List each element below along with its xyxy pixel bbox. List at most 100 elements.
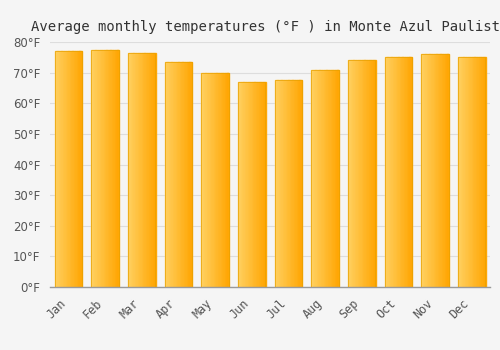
- Bar: [421, 54, 448, 287]
- Bar: [316, 70, 317, 287]
- Bar: [172, 62, 173, 287]
- Bar: [311, 70, 339, 287]
- Bar: [328, 70, 330, 287]
- Bar: [482, 57, 483, 287]
- Bar: [402, 57, 404, 287]
- Bar: [130, 53, 131, 287]
- Bar: [132, 53, 134, 287]
- Bar: [214, 73, 215, 287]
- Bar: [96, 50, 97, 287]
- Bar: [104, 50, 105, 287]
- Bar: [446, 54, 448, 287]
- Bar: [368, 60, 370, 287]
- Bar: [180, 62, 182, 287]
- Bar: [278, 80, 279, 287]
- Bar: [238, 82, 266, 287]
- Bar: [130, 53, 132, 287]
- Bar: [363, 60, 364, 287]
- Bar: [67, 51, 68, 287]
- Bar: [364, 60, 366, 287]
- Bar: [116, 50, 117, 287]
- Bar: [190, 62, 191, 287]
- Bar: [228, 73, 229, 287]
- Bar: [428, 54, 430, 287]
- Title: Average monthly temperatures (°F ) in Monte Azul Paulista: Average monthly temperatures (°F ) in Mo…: [32, 20, 500, 34]
- Bar: [288, 80, 290, 287]
- Bar: [276, 80, 278, 287]
- Bar: [477, 57, 478, 287]
- Bar: [181, 62, 182, 287]
- Bar: [97, 50, 98, 287]
- Bar: [135, 53, 136, 287]
- Bar: [144, 53, 146, 287]
- Bar: [280, 80, 281, 287]
- Bar: [215, 73, 216, 287]
- Bar: [442, 54, 444, 287]
- Bar: [334, 70, 336, 287]
- Bar: [458, 57, 460, 287]
- Bar: [182, 62, 184, 287]
- Bar: [478, 57, 480, 287]
- Bar: [333, 70, 335, 287]
- Bar: [398, 57, 400, 287]
- Bar: [300, 80, 301, 287]
- Bar: [466, 57, 468, 287]
- Bar: [431, 54, 432, 287]
- Bar: [168, 62, 169, 287]
- Bar: [317, 70, 318, 287]
- Bar: [164, 62, 166, 287]
- Bar: [72, 51, 74, 287]
- Bar: [80, 51, 82, 287]
- Bar: [438, 54, 440, 287]
- Bar: [469, 57, 470, 287]
- Bar: [404, 57, 406, 287]
- Bar: [384, 57, 412, 287]
- Bar: [138, 53, 139, 287]
- Bar: [370, 60, 372, 287]
- Bar: [91, 50, 93, 287]
- Bar: [143, 53, 144, 287]
- Bar: [444, 54, 446, 287]
- Bar: [207, 73, 208, 287]
- Bar: [470, 57, 472, 287]
- Bar: [436, 54, 438, 287]
- Bar: [177, 62, 178, 287]
- Bar: [54, 51, 82, 287]
- Bar: [422, 54, 424, 287]
- Bar: [388, 57, 390, 287]
- Bar: [206, 73, 207, 287]
- Bar: [440, 54, 442, 287]
- Bar: [439, 54, 440, 287]
- Bar: [54, 51, 56, 287]
- Bar: [321, 70, 322, 287]
- Bar: [113, 50, 115, 287]
- Bar: [298, 80, 300, 287]
- Bar: [421, 54, 423, 287]
- Bar: [400, 57, 402, 287]
- Bar: [114, 50, 116, 287]
- Bar: [424, 54, 426, 287]
- Bar: [222, 73, 224, 287]
- Bar: [211, 73, 212, 287]
- Bar: [78, 51, 80, 287]
- Bar: [68, 51, 70, 287]
- Bar: [190, 62, 192, 287]
- Bar: [397, 57, 398, 287]
- Bar: [254, 82, 256, 287]
- Bar: [348, 60, 376, 287]
- Bar: [291, 80, 292, 287]
- Bar: [290, 80, 292, 287]
- Bar: [326, 70, 328, 287]
- Bar: [354, 60, 355, 287]
- Bar: [70, 51, 71, 287]
- Bar: [219, 73, 220, 287]
- Bar: [482, 57, 484, 287]
- Bar: [348, 60, 350, 287]
- Bar: [462, 57, 464, 287]
- Bar: [208, 73, 210, 287]
- Bar: [139, 53, 140, 287]
- Bar: [264, 82, 266, 287]
- Bar: [390, 57, 392, 287]
- Bar: [332, 70, 334, 287]
- Bar: [152, 53, 154, 287]
